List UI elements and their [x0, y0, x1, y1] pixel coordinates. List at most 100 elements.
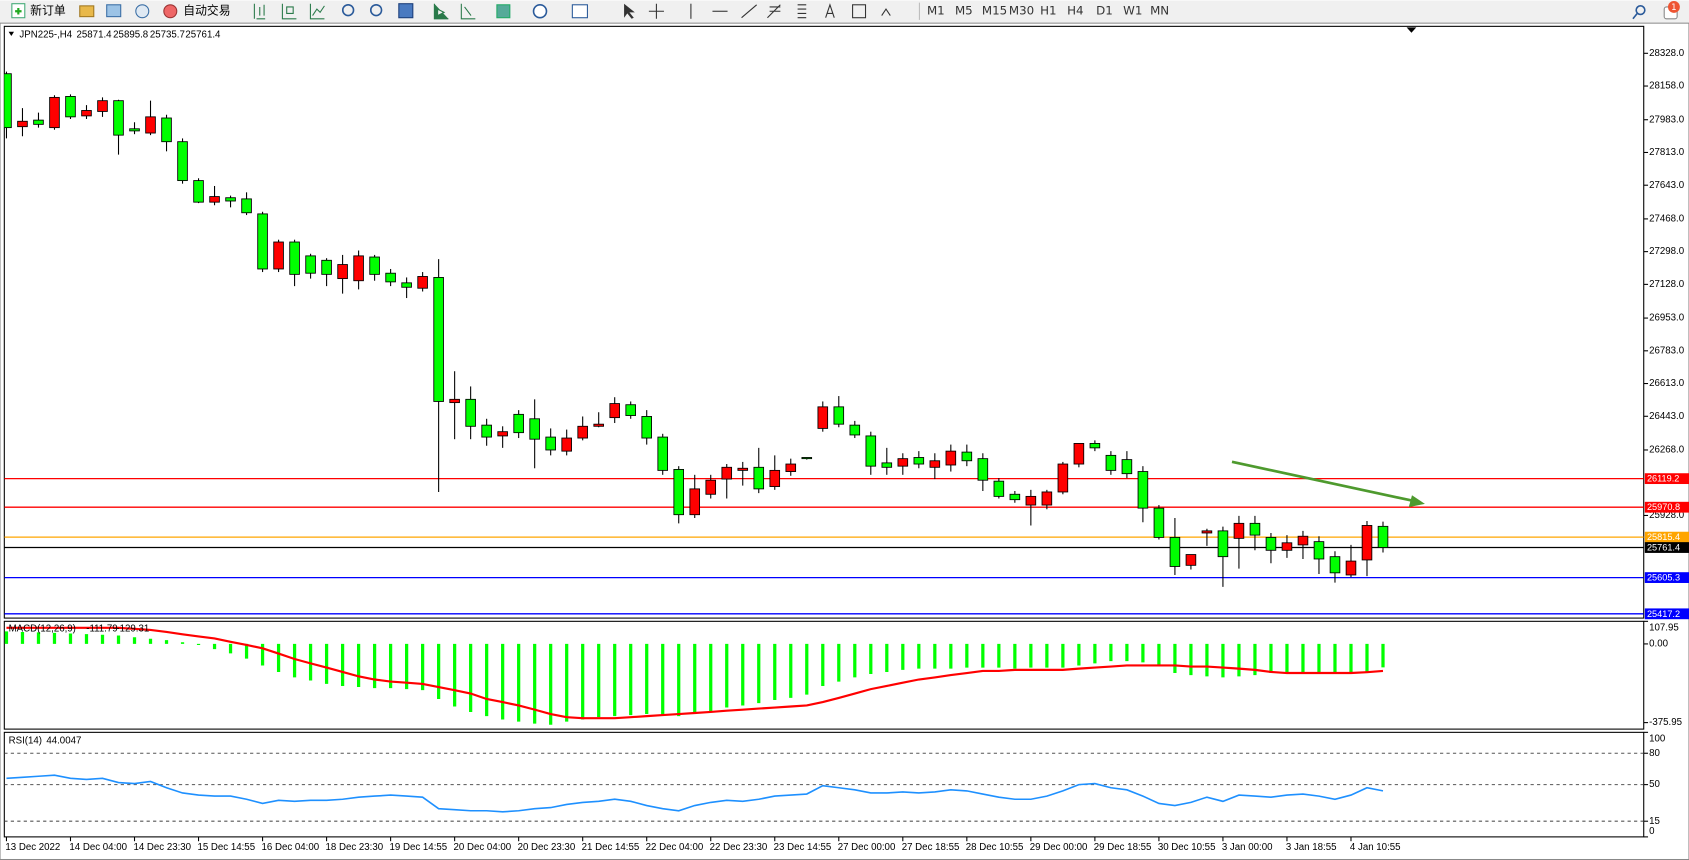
candle-body [1377, 525, 1389, 548]
candle-body [289, 241, 300, 275]
y-tick-label: 50 [1649, 779, 1660, 790]
toolbar: 新订单 自动交易 M1 M5 M15 M30 H1 [0, 0, 1689, 23]
candle-body [689, 488, 701, 516]
timeframe-button[interactable]: M15 [982, 4, 1007, 18]
price-level-label: 25815.4 [1647, 532, 1680, 542]
icon[interactable] [253, 3, 266, 20]
timeframe-button[interactable]: W1 [1123, 4, 1142, 18]
macd-title: MACD(12,26,9) [9, 623, 76, 634]
icon[interactable] [106, 4, 122, 18]
search-icon[interactable] [1632, 12, 1638, 20]
toolbar-bg [0, 0, 1689, 23]
icon[interactable] [571, 4, 588, 19]
x-tick-label: 16 Dec 04:00 [261, 842, 319, 853]
rsi-plot [4, 752, 1644, 822]
x-tick-label: 22 Dec 23:30 [710, 842, 768, 853]
candle-body [305, 255, 316, 274]
candle-body [881, 462, 893, 468]
candle-body [625, 404, 636, 416]
y-tick-label: 26268.0 [1649, 445, 1685, 456]
price-level-label: 26119.2 [1647, 474, 1679, 484]
candle-body [113, 100, 124, 136]
x-tick-label: 23 Dec 14:55 [774, 842, 832, 853]
candle-body [1121, 459, 1133, 475]
candle-body [97, 100, 108, 112]
candle-body [641, 416, 652, 439]
auto-trading-label: 自动交易 [183, 4, 230, 18]
candle-body [1137, 471, 1149, 509]
price-level-label: 25417.2 [1647, 609, 1680, 619]
candle-body [1057, 463, 1069, 493]
candle-body [1265, 536, 1277, 551]
timeframe-button[interactable]: H1 [1040, 4, 1056, 18]
icon[interactable] [341, 3, 355, 17]
y-tick-label: 27298.0 [1649, 246, 1685, 257]
candle-body [913, 457, 925, 465]
candle-body [1105, 454, 1117, 471]
timeframe-button[interactable]: M5 [955, 4, 973, 18]
candle-body [785, 463, 797, 472]
trend-arrow-head [1408, 495, 1425, 508]
y-tick-label: 100 [1649, 733, 1666, 744]
icon[interactable] [369, 3, 383, 17]
arrows-icon[interactable] [881, 8, 891, 16]
candle-body [1361, 525, 1373, 561]
text-icon[interactable] [825, 3, 835, 18]
label-icon[interactable] [852, 4, 867, 19]
candle-body [1089, 443, 1101, 449]
candle-body [177, 141, 188, 182]
icon[interactable] [281, 3, 297, 20]
cursor-icon[interactable] [624, 3, 635, 19]
candle-body [753, 466, 765, 490]
trendline-icon[interactable] [741, 4, 758, 19]
candle-body [865, 435, 877, 467]
candle-body [1329, 556, 1341, 574]
timeframe-button[interactable]: M1 [927, 4, 945, 18]
icon[interactable] [79, 5, 95, 18]
candle-body [1073, 443, 1085, 465]
icon[interactable] [496, 4, 511, 19]
candle-body [321, 259, 332, 275]
candle-body [1201, 530, 1213, 534]
new-order-button[interactable]: 新订单 [11, 3, 66, 19]
crosshair-icon[interactable] [648, 3, 664, 19]
price-level-label: 25970.8 [1647, 502, 1680, 512]
icon[interactable] [135, 4, 150, 19]
channel-icon[interactable] [767, 4, 781, 19]
auto-trading-button[interactable]: 自动交易 [163, 4, 231, 19]
trend-arrow [1231, 460, 1413, 502]
icon[interactable] [433, 3, 449, 20]
candle-body [449, 398, 460, 404]
fibo-icon[interactable] [797, 4, 807, 19]
icon[interactable] [460, 3, 476, 20]
x-tick-label: 15 Dec 14:55 [197, 842, 255, 853]
candle-body [241, 198, 252, 214]
timeframe-button[interactable]: D1 [1096, 4, 1113, 18]
x-tick-label: 14 Dec 23:30 [133, 842, 191, 853]
timeframe-button[interactable]: H4 [1067, 4, 1083, 18]
x-tick-label: 30 Dec 10:55 [1158, 842, 1216, 853]
candle-body [1025, 495, 1037, 506]
icon[interactable] [309, 3, 325, 20]
y-tick-label: 107.95 [1649, 622, 1679, 633]
candle-body [465, 398, 476, 427]
y-tick-label: 0.00 [1649, 638, 1668, 649]
collapse-icon [8, 31, 15, 37]
candle-body [593, 423, 604, 427]
candle-body [337, 264, 348, 280]
shift-marker [1406, 27, 1417, 33]
main-plot [4, 71, 1644, 615]
candle-body [513, 413, 524, 434]
timeframe-button[interactable]: M30 [1009, 4, 1034, 18]
search-icon[interactable] [1635, 5, 1646, 16]
candle-body [369, 256, 380, 275]
price-level-tag [1644, 608, 1689, 620]
icon[interactable] [398, 3, 414, 19]
macd-plot [4, 626, 1385, 725]
candle-body [993, 480, 1005, 497]
timeframe-button[interactable]: MN [1150, 4, 1169, 18]
icon[interactable] [532, 3, 548, 19]
candle-body [65, 96, 76, 118]
